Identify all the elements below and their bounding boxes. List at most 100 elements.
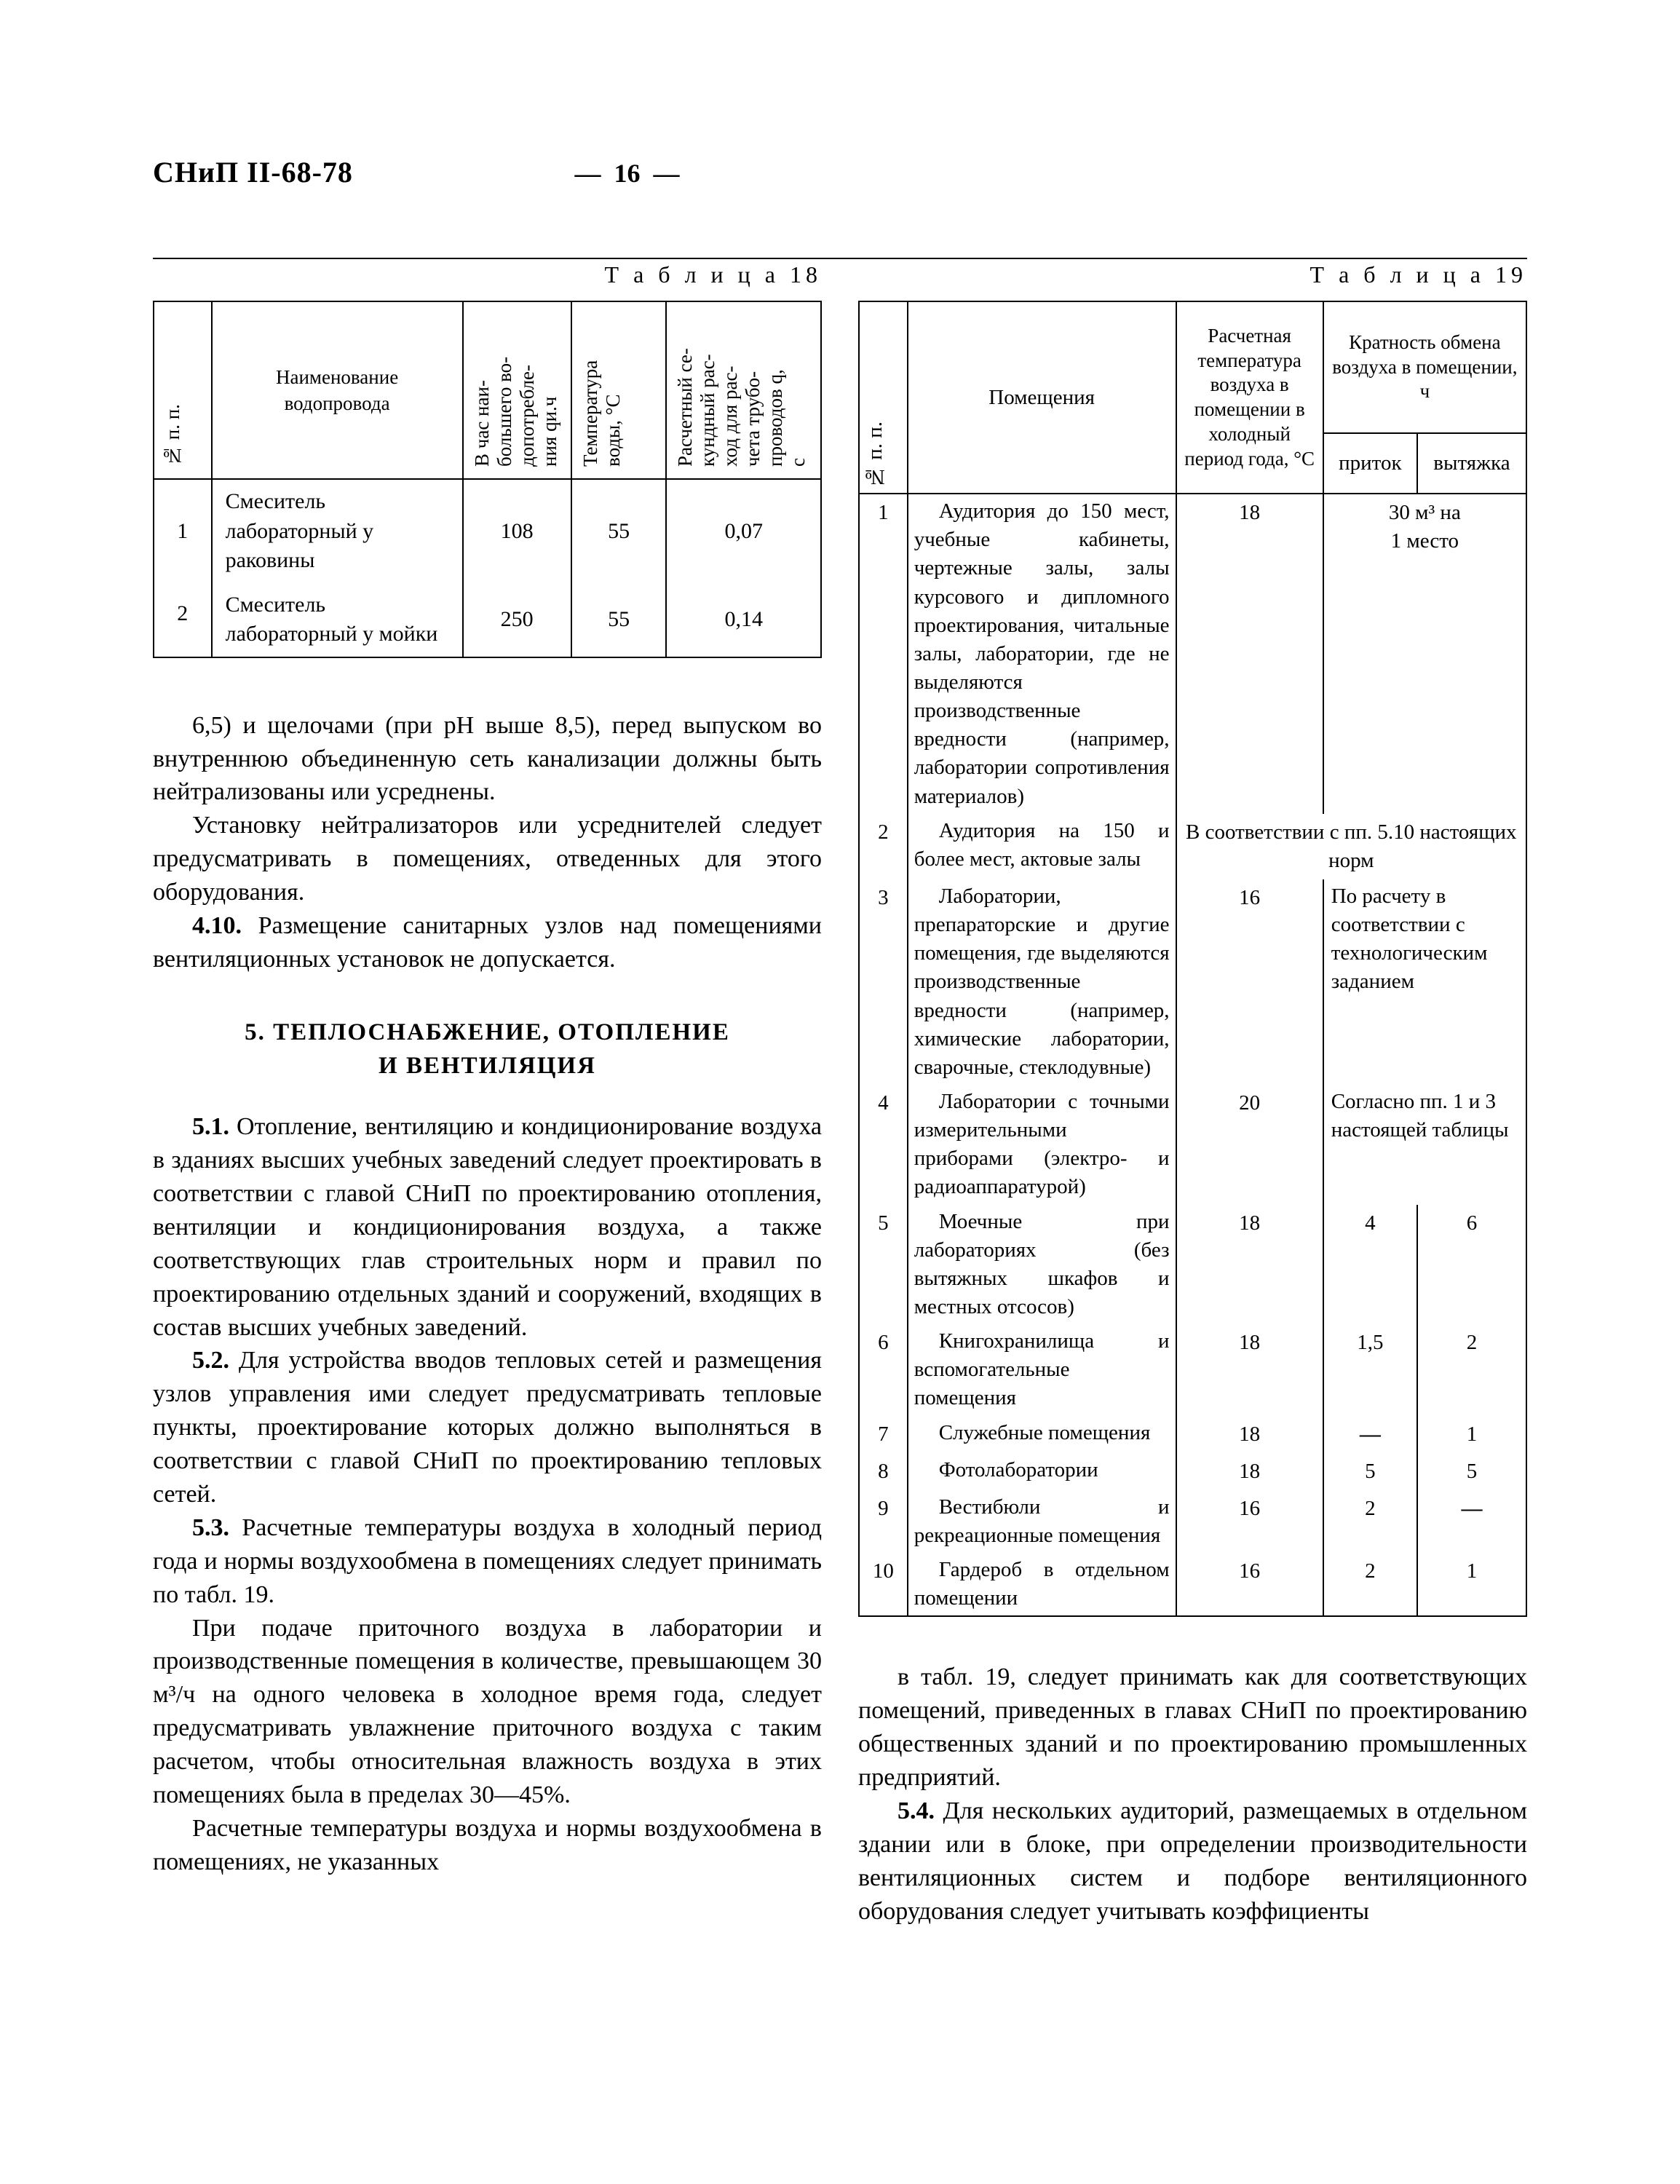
table-row: 8 Фотолаборатории 18 5 5 bbox=[859, 1453, 1526, 1490]
table-row: 1 Смеситель лабораторный у раковины 108 … bbox=[154, 479, 821, 583]
right-column: Т а б л и ц а 19 № п. п. Помещения Расче… bbox=[858, 259, 1527, 1928]
t19-r4-inout: Согласно пп. 1 и 3 настоящей таблицы bbox=[1323, 1085, 1526, 1205]
t18-h-temp: Температура воды, °C bbox=[578, 309, 626, 471]
t19-r8-n: 8 bbox=[859, 1453, 908, 1490]
document-page: СНиП II-68-78 — 16 — Т а б л и ц а 18 № … bbox=[0, 0, 1680, 2184]
table-row: 3 Лаборатории, препараторские и другие п… bbox=[859, 879, 1526, 1085]
t18-r1-n: 2 bbox=[154, 583, 212, 657]
t19-r6-out: 2 bbox=[1417, 1324, 1526, 1415]
t19-r5-in: 4 bbox=[1323, 1205, 1417, 1325]
t19-r7-desc: Служебные помещения bbox=[908, 1416, 1176, 1453]
page-number: 16 bbox=[614, 159, 640, 188]
t19-r5-desc: Моечные при лабораториях (без вытяжных ш… bbox=[908, 1205, 1176, 1325]
t19-r1-desc: Аудитория до 150 мест, учебные кабинеты,… bbox=[908, 494, 1176, 814]
t19-r4-t: 20 bbox=[1176, 1085, 1323, 1205]
t18-r1-s: 0,14 bbox=[666, 583, 821, 657]
t18-r0-t: 55 bbox=[571, 479, 667, 583]
p-calc-temp: Расчетные температуры воздуха и нормы во… bbox=[153, 1812, 822, 1879]
doc-code: СНиП II-68-78 bbox=[153, 153, 353, 192]
table-row: 10 Гардероб в отдельном помещении 16 2 1 bbox=[859, 1553, 1526, 1616]
p-54: 5.4. Для нескольких аудиторий, размещаем… bbox=[858, 1795, 1527, 1928]
t19-r9-desc: Вестибюли и рекреационные помещения bbox=[908, 1490, 1176, 1553]
table-19: № п. п. Помещения Расчетная температура … bbox=[858, 301, 1527, 1617]
table19-caption: Т а б л и ц а 19 bbox=[858, 259, 1527, 290]
t19-r3-inout: По расчету в соответствии с технологичес… bbox=[1323, 879, 1526, 1085]
t19-r10-desc: Гардероб в отдельном помещении bbox=[908, 1553, 1176, 1616]
table-row: 2 Аудитория на 150 и более мест, актовые… bbox=[859, 814, 1526, 879]
section-5-title: 5. ТЕПЛОСНАБЖЕНИЕ, ОТОПЛЕНИЕ И ВЕНТИЛЯЦИ… bbox=[153, 1016, 822, 1083]
t19-r9-out: — bbox=[1417, 1490, 1526, 1553]
t19-h-in: приток bbox=[1323, 433, 1417, 494]
t18-r0-q: 108 bbox=[463, 479, 571, 583]
t18-r0-name: Смеситель лабораторный у раковины bbox=[212, 479, 463, 583]
t19-r3-n: 3 bbox=[859, 879, 908, 1085]
t19-r8-out: 5 bbox=[1417, 1453, 1526, 1490]
table-row: 2 Смеситель лабораторный у мойки 250 55 … bbox=[154, 583, 821, 657]
t19-r2-note: В соответствии с пп. 5.10 настоящих норм bbox=[1176, 814, 1526, 879]
t19-r7-n: 7 bbox=[859, 1416, 908, 1453]
p-410-text: Размещение санитарных узлов над помещени… bbox=[153, 912, 822, 973]
p-410: 4.10. Размещение санитарных узлов над по… bbox=[153, 909, 822, 976]
t19-r5-n: 5 bbox=[859, 1205, 908, 1325]
page-number-wrap: — 16 — bbox=[353, 156, 1214, 191]
t19-r4-n: 4 bbox=[859, 1085, 908, 1205]
t19-r8-desc: Фотолаборатории bbox=[908, 1453, 1176, 1490]
t19-r7-in: — bbox=[1323, 1416, 1417, 1453]
t19-r8-t: 18 bbox=[1176, 1453, 1323, 1490]
page-prefix: — bbox=[574, 159, 601, 188]
p-install: Установку нейтрализаторов или усреднител… bbox=[153, 809, 822, 909]
table-row: 4 Лаборатории с точными измерительными п… bbox=[859, 1085, 1526, 1205]
table-row: 7 Служебные помещения 18 — 1 bbox=[859, 1416, 1526, 1453]
t19-r10-out: 1 bbox=[1417, 1553, 1526, 1616]
t19-r1-inout: 30 м³ на 1 место bbox=[1323, 494, 1526, 814]
t19-r6-t: 18 bbox=[1176, 1324, 1323, 1415]
page-suffix: — bbox=[653, 159, 679, 188]
t19-r9-n: 9 bbox=[859, 1490, 908, 1553]
t19-r5-out: 6 bbox=[1417, 1205, 1526, 1325]
t19-r10-n: 10 bbox=[859, 1553, 908, 1616]
table18-caption: Т а б л и ц а 18 bbox=[153, 259, 822, 290]
t18-r1-t: 55 bbox=[571, 583, 667, 657]
t18-r1-q: 250 bbox=[463, 583, 571, 657]
t19-r1-t: 18 bbox=[1176, 494, 1323, 814]
t19-r8-in: 5 bbox=[1323, 1453, 1417, 1490]
p-51: 5.1. Отопление, вентиляцию и кондиционир… bbox=[153, 1110, 822, 1344]
t19-r7-t: 18 bbox=[1176, 1416, 1323, 1453]
t19-r5-t: 18 bbox=[1176, 1205, 1323, 1325]
t19-r3-t: 16 bbox=[1176, 879, 1323, 1085]
t19-h-num: № п. п. bbox=[864, 306, 887, 488]
t19-r1-n: 1 bbox=[859, 494, 908, 814]
t19-r3-desc: Лаборатории, препараторские и другие пом… bbox=[908, 879, 1176, 1085]
t18-h-num: № п. п. bbox=[160, 309, 186, 471]
t19-r10-t: 16 bbox=[1176, 1553, 1323, 1616]
t19-r2-n: 2 bbox=[859, 814, 908, 879]
t18-r0-n: 1 bbox=[154, 479, 212, 583]
t19-r7-out: 1 bbox=[1417, 1416, 1526, 1453]
t18-h-name: Наименование водопровода bbox=[212, 301, 463, 479]
t19-r4-desc: Лаборатории с точными измерительными при… bbox=[908, 1085, 1176, 1205]
table-18: № п. п. Наименование водопровода В час н… bbox=[153, 301, 822, 658]
t19-r9-t: 16 bbox=[1176, 1490, 1323, 1553]
p-right-1: в табл. 19, следует принимать как для со… bbox=[858, 1661, 1527, 1795]
t19-h-temp: Расчетная температура воздуха в помещени… bbox=[1176, 301, 1323, 494]
t19-r6-in: 1,5 bbox=[1323, 1324, 1417, 1415]
t18-h-q: В час наи- большего во- допотребле- ния … bbox=[469, 309, 563, 471]
left-column: Т а б л и ц а 18 № п. п. Наименование во… bbox=[153, 259, 822, 1928]
t19-r10-in: 2 bbox=[1323, 1553, 1417, 1616]
t19-r2-desc: Аудитория на 150 и более мест, актовые з… bbox=[908, 814, 1176, 879]
t19-r6-n: 6 bbox=[859, 1324, 908, 1415]
table-row: 6 Книгохранилища и вспомогательные помещ… bbox=[859, 1324, 1526, 1415]
table-row: 1 Аудитория до 150 мест, учебные кабинет… bbox=[859, 494, 1526, 814]
t19-h-exchange: Кратность обмена воздуха в помещении, ч bbox=[1323, 301, 1526, 433]
t19-r9-in: 2 bbox=[1323, 1490, 1417, 1553]
table-row: 9 Вестибюли и рекреационные помещения 16… bbox=[859, 1490, 1526, 1553]
t19-h-room: Помещения bbox=[908, 301, 1176, 494]
p-65: 6,5) и щелочами (при pH выше 8,5), перед… bbox=[153, 709, 822, 810]
t18-r1-name: Смеситель лабораторный у мойки bbox=[212, 583, 463, 657]
t18-h-sec: Расчетный се- кундный рас- ход для рас- … bbox=[673, 309, 811, 471]
two-column-layout: Т а б л и ц а 18 № п. п. Наименование во… bbox=[153, 259, 1527, 1928]
t18-r0-s: 0,07 bbox=[666, 479, 821, 583]
page-header: СНиП II-68-78 — 16 — bbox=[153, 153, 1527, 259]
table-row: 5 Моечные при лабораториях (без вытяжных… bbox=[859, 1205, 1526, 1325]
p-52: 5.2. Для устройства вводов тепловых сете… bbox=[153, 1344, 822, 1511]
